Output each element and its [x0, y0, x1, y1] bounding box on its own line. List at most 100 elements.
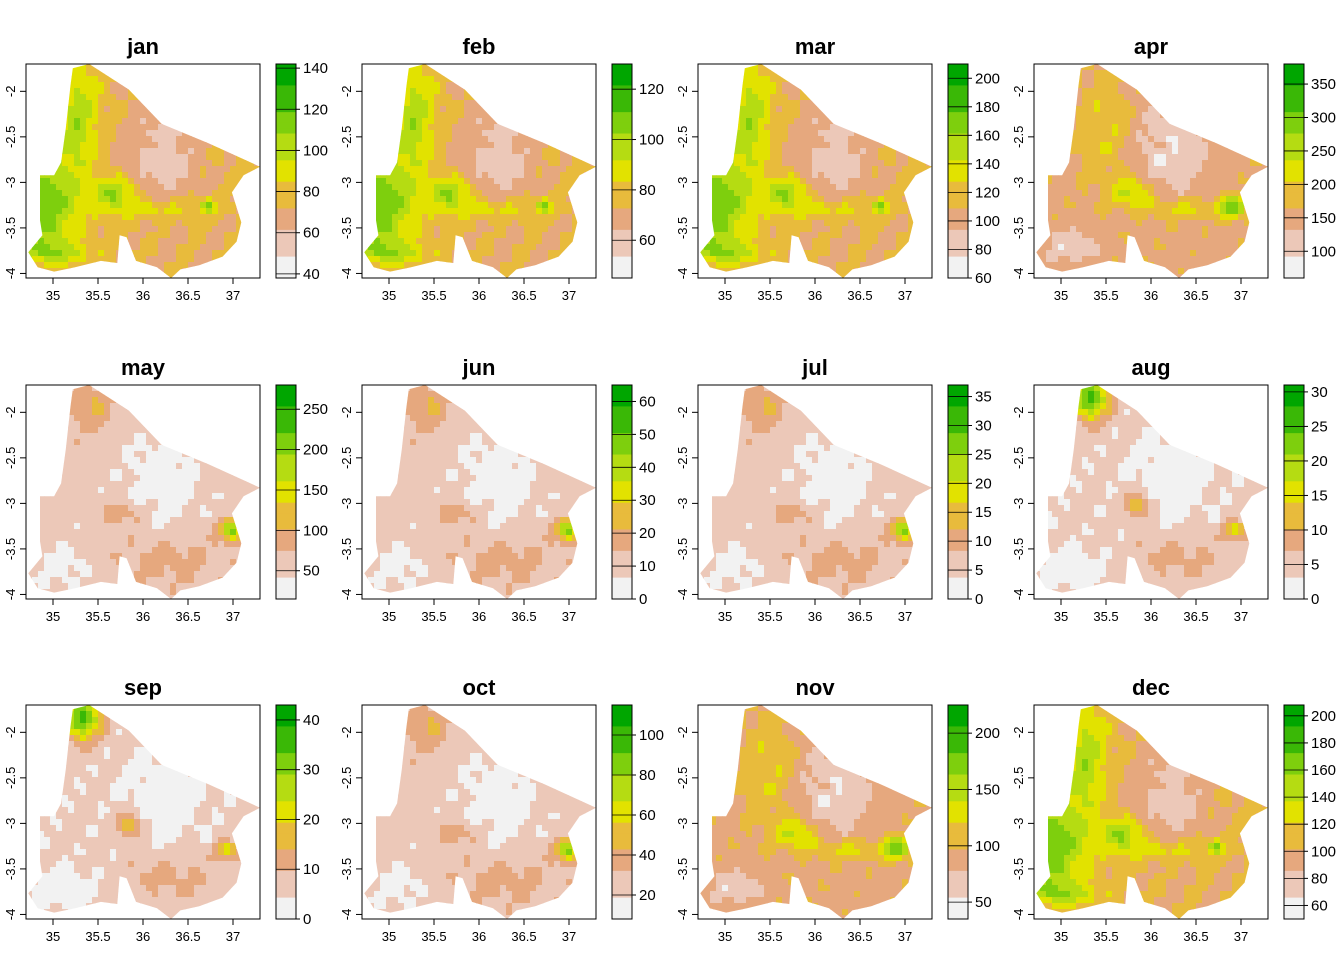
- raster-cell: [848, 196, 855, 203]
- raster-cell: [1250, 130, 1257, 137]
- raster-cell: [740, 100, 747, 107]
- raster-cell: [512, 214, 519, 221]
- raster-cell: [782, 214, 789, 221]
- raster-cell: [1094, 124, 1101, 131]
- raster-cell: [38, 232, 45, 239]
- raster-cell: [452, 172, 459, 179]
- raster-cell: [50, 238, 57, 245]
- raster-cell: [710, 226, 717, 233]
- raster-cell: [80, 244, 87, 251]
- raster-cell: [248, 184, 255, 191]
- raster-cell: [866, 250, 873, 257]
- legend-swatch: [276, 149, 296, 156]
- raster-cell: [878, 250, 885, 257]
- raster-cell: [530, 220, 537, 227]
- raster-cell: [836, 100, 843, 107]
- raster-cell: [878, 256, 885, 263]
- raster-cell: [434, 124, 441, 131]
- raster-cell: [368, 250, 375, 257]
- raster-cell: [908, 124, 915, 131]
- raster-cell: [536, 226, 543, 233]
- raster-cell: [1178, 64, 1185, 71]
- raster-cell: [764, 238, 771, 245]
- raster-cell: [842, 172, 849, 179]
- raster-cell: [488, 226, 495, 233]
- raster-cell: [176, 100, 183, 107]
- raster-cell: [410, 82, 417, 89]
- raster-cell: [1178, 118, 1185, 125]
- raster-cell: [1262, 88, 1268, 95]
- raster-cell: [1172, 124, 1179, 131]
- raster-cell: [700, 100, 705, 107]
- raster-cell: [824, 76, 831, 83]
- raster-cell: [146, 94, 153, 101]
- raster-cell: [1178, 130, 1185, 137]
- raster-cell: [188, 124, 195, 131]
- raster-cell: [194, 178, 201, 185]
- raster-cell: [200, 82, 207, 89]
- raster-cell: [164, 64, 171, 71]
- raster-cell: [584, 88, 591, 95]
- raster-cell: [734, 118, 741, 125]
- raster-cell: [584, 130, 591, 137]
- raster-cell: [700, 202, 705, 209]
- raster-cell: [452, 154, 459, 161]
- raster-cell: [110, 166, 117, 173]
- raster-cell: [914, 136, 921, 143]
- raster-cell: [1040, 124, 1047, 131]
- raster-cell: [116, 112, 123, 119]
- raster-cell: [704, 220, 711, 227]
- raster-cell: [518, 274, 525, 278]
- raster-cell: [212, 160, 219, 167]
- raster-cell: [368, 112, 375, 119]
- raster-cell: [770, 106, 777, 113]
- raster-cell: [428, 274, 435, 278]
- raster-cell: [206, 232, 213, 239]
- raster-cell: [794, 238, 801, 245]
- raster-cell: [500, 172, 507, 179]
- raster-cell: [902, 256, 909, 263]
- raster-cell: [890, 76, 897, 83]
- raster-cell: [368, 82, 375, 89]
- raster-cell: [92, 142, 99, 149]
- raster-cell: [128, 94, 135, 101]
- raster-cell: [704, 112, 711, 119]
- raster-cell: [1040, 88, 1047, 95]
- raster-cell: [32, 136, 39, 143]
- raster-cell: [578, 94, 585, 101]
- raster-cell: [458, 70, 465, 77]
- raster-cell: [386, 112, 393, 119]
- raster-cell: [32, 214, 39, 221]
- raster-cell: [254, 172, 260, 179]
- raster-cell: [1100, 130, 1107, 137]
- raster-cell: [770, 100, 777, 107]
- raster-cell: [578, 70, 585, 77]
- raster-cell: [806, 136, 813, 143]
- raster-cell: [476, 94, 483, 101]
- raster-cell: [62, 178, 69, 185]
- raster-cell: [584, 124, 591, 131]
- raster-cell: [806, 88, 813, 95]
- raster-cell: [572, 112, 579, 119]
- raster-cell: [908, 184, 915, 191]
- raster-cell: [170, 160, 177, 167]
- raster-cell: [842, 118, 849, 125]
- raster-cell: [80, 166, 87, 173]
- raster-cell: [464, 190, 471, 197]
- raster-cell: [92, 244, 99, 251]
- raster-cell: [146, 268, 153, 275]
- raster-cell: [218, 70, 225, 77]
- raster-cell: [776, 148, 783, 155]
- raster-cell: [182, 274, 189, 278]
- raster-cell: [1112, 112, 1119, 119]
- raster-cell: [1046, 112, 1053, 119]
- x-tick-label: 35.5: [421, 288, 446, 303]
- raster-cell: [80, 70, 87, 77]
- raster-cell: [590, 178, 596, 185]
- raster-cell: [902, 64, 909, 71]
- raster-cell: [92, 208, 99, 215]
- raster-cell: [494, 220, 501, 227]
- raster-cell: [446, 256, 453, 263]
- raster-cell: [512, 106, 519, 113]
